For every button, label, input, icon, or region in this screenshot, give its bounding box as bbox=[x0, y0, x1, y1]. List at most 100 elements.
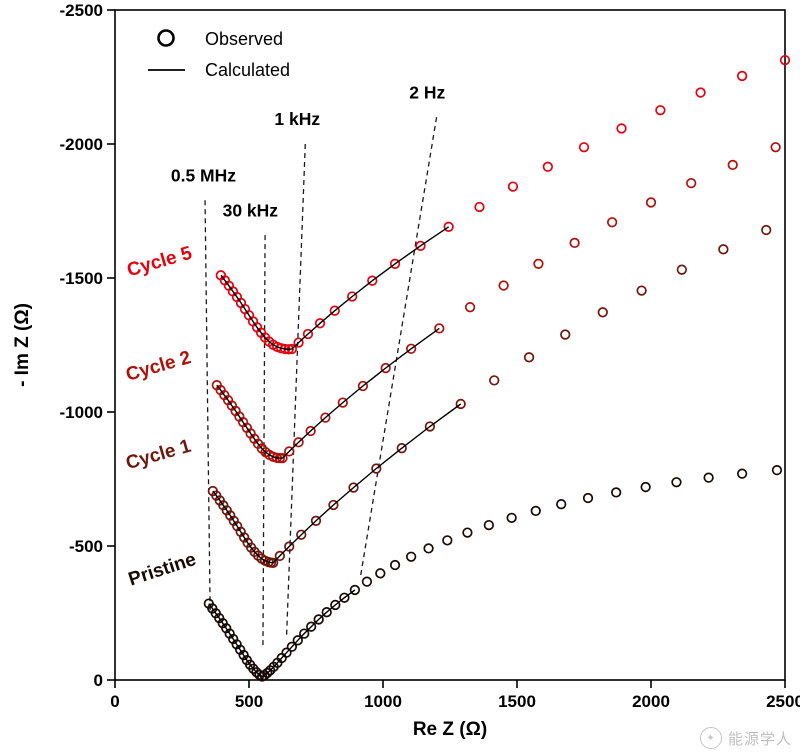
frequency-annotation-label: 0.5 MHz bbox=[171, 166, 236, 186]
observed-point bbox=[442, 535, 453, 546]
observed-point bbox=[611, 487, 622, 498]
observed-point bbox=[727, 159, 738, 171]
observed-point bbox=[462, 527, 473, 538]
frequency-annotation-label: 1 kHz bbox=[274, 109, 320, 129]
observed-point bbox=[313, 614, 324, 625]
observed-point bbox=[389, 258, 401, 269]
observed-point bbox=[464, 302, 476, 313]
observed-point bbox=[284, 541, 295, 552]
observed-point bbox=[770, 142, 781, 153]
observed-point bbox=[314, 318, 326, 329]
observed-point bbox=[348, 482, 359, 493]
observed-point bbox=[349, 584, 361, 596]
observed-point bbox=[286, 641, 298, 652]
observed-point bbox=[507, 181, 519, 192]
observed-point bbox=[676, 264, 687, 275]
observed-point bbox=[474, 201, 485, 213]
observed-point bbox=[686, 177, 697, 189]
observed-point bbox=[396, 443, 407, 454]
observed-point bbox=[296, 529, 307, 540]
observed-point bbox=[321, 607, 332, 618]
y-axis-tick-label: -2500 bbox=[60, 1, 103, 20]
legend-observed-marker-icon bbox=[157, 29, 175, 47]
y-axis-tick-label: 0 bbox=[94, 671, 103, 690]
observed-point bbox=[293, 337, 304, 348]
calculated-line bbox=[216, 327, 440, 459]
observed-point bbox=[718, 244, 729, 255]
observed-point bbox=[405, 551, 417, 562]
observed-point bbox=[597, 307, 608, 318]
observed-point bbox=[328, 499, 339, 511]
x-axis-tick-label: 2500 bbox=[766, 692, 800, 711]
observed-point bbox=[284, 446, 295, 457]
frequency-annotation-label: 2 Hz bbox=[409, 82, 445, 102]
legend: Observed Calculated bbox=[148, 29, 290, 80]
observed-point bbox=[293, 437, 304, 448]
observed-point bbox=[424, 421, 436, 432]
y-axis-title: - Im Z (Ω) bbox=[12, 303, 33, 387]
legend-calculated-label: Calculated bbox=[205, 60, 290, 80]
calculated-line bbox=[212, 403, 462, 564]
series-label: Pristine bbox=[126, 549, 199, 591]
observed-point bbox=[299, 628, 310, 639]
frequency-annotation-line bbox=[204, 200, 211, 611]
observed-point bbox=[305, 425, 316, 437]
observed-point bbox=[330, 599, 341, 611]
observed-point bbox=[415, 240, 426, 251]
observed-point bbox=[274, 550, 285, 562]
observed-point bbox=[533, 258, 544, 269]
observed-point bbox=[361, 576, 373, 587]
observed-point bbox=[302, 328, 314, 340]
series-cycle-2: Cycle 2 bbox=[124, 142, 781, 464]
observed-point bbox=[455, 398, 466, 410]
observed-point bbox=[569, 237, 580, 249]
observed-point bbox=[498, 280, 509, 291]
frequency-annotation-line bbox=[359, 117, 438, 579]
x-axis-title: Re Z (Ω) bbox=[413, 719, 487, 740]
calculated-line bbox=[220, 226, 450, 351]
observed-point bbox=[267, 557, 279, 569]
y-axis-tick-label: -500 bbox=[69, 537, 103, 556]
observed-point bbox=[655, 105, 666, 116]
observed-point bbox=[357, 380, 369, 392]
series-label: Cycle 5 bbox=[125, 243, 195, 282]
observed-point bbox=[695, 87, 706, 98]
observed-point bbox=[310, 515, 322, 526]
observed-point bbox=[489, 375, 500, 386]
frequency-annotation-line bbox=[285, 143, 306, 638]
observed-point bbox=[389, 559, 401, 571]
series-label: Cycle 1 bbox=[124, 436, 194, 475]
observed-point bbox=[556, 499, 567, 510]
observed-point bbox=[329, 305, 340, 316]
observed-point bbox=[671, 477, 682, 488]
observed-point bbox=[292, 635, 303, 646]
x-axis-tick-label: 2000 bbox=[632, 692, 670, 711]
observed-point bbox=[523, 352, 535, 363]
observed-point bbox=[405, 343, 417, 354]
observed-point bbox=[262, 667, 273, 679]
observed-point bbox=[606, 217, 618, 228]
observed-point bbox=[736, 468, 748, 479]
observed-point bbox=[542, 161, 553, 172]
observed-point bbox=[371, 463, 382, 474]
observed-point bbox=[582, 492, 594, 504]
observed-point bbox=[578, 142, 590, 153]
observed-point bbox=[443, 221, 454, 232]
frequency-annotation-label: 30 kHz bbox=[223, 200, 279, 220]
series-label: Cycle 2 bbox=[124, 347, 194, 386]
observed-point bbox=[337, 397, 348, 408]
x-axis-tick-label: 0 bbox=[110, 692, 119, 711]
observed-point bbox=[276, 343, 287, 354]
observed-point bbox=[367, 275, 378, 286]
y-axis-tick-label: -1500 bbox=[60, 269, 103, 288]
calculated-line bbox=[208, 589, 356, 678]
observed-point bbox=[238, 649, 249, 661]
observed-point bbox=[320, 412, 331, 423]
observed-point bbox=[530, 505, 541, 517]
observed-point bbox=[347, 291, 358, 302]
watermark-text: 能源学人 bbox=[727, 730, 792, 748]
observed-point bbox=[423, 543, 434, 554]
x-axis-tick-label: 1000 bbox=[364, 692, 402, 711]
observed-point bbox=[375, 568, 386, 579]
